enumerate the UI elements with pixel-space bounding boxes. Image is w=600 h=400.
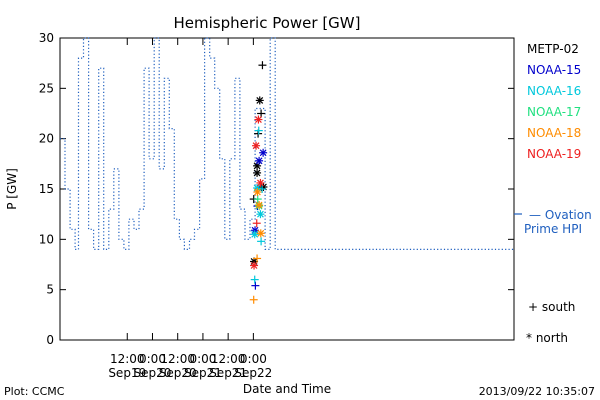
y-tick-label: 10 <box>39 232 54 246</box>
legend-entry-metp-02: METP-02 <box>527 42 579 56</box>
y-axis-label: P [GW] <box>5 168 19 210</box>
point-noaa-16-north <box>250 230 259 239</box>
x-tick-label-time: 0:00 <box>240 352 267 366</box>
point-noaa-16-south <box>258 185 267 193</box>
point-noaa-19-north <box>252 141 261 150</box>
point-noaa-16-south <box>257 237 266 246</box>
x-axis: 12:00Sep190:00Sep2012:00Sep200:00Sep2112… <box>108 38 272 380</box>
point-noaa-18-north <box>253 188 262 197</box>
point-noaa-16-north <box>256 210 265 219</box>
point-metp-02-south <box>257 109 266 118</box>
y-tick-label: 25 <box>39 81 54 95</box>
footer-timestamp: 2013/09/22 10:35:07 <box>479 385 595 398</box>
y-tick-label: 30 <box>39 31 54 45</box>
chart-title: Hemispheric Power [GW] <box>174 14 361 32</box>
x-tick-label-date: Sep20 <box>159 366 197 380</box>
plot-frame <box>59 37 515 341</box>
point-metp-02-north <box>255 96 264 105</box>
legend-entry-noaa-15: NOAA-15 <box>527 63 581 77</box>
point-noaa-15-north <box>259 148 268 157</box>
point-noaa-17-south <box>253 195 262 204</box>
x-tick-label-date: Sep20 <box>134 366 172 380</box>
ovation-legend-line2: Prime HPI <box>524 222 582 236</box>
point-noaa-16-south <box>250 275 259 284</box>
y-tick-label: 20 <box>39 132 54 146</box>
x-tick-label-date: Sep19 <box>108 366 146 380</box>
point-noaa-18-south <box>253 254 262 263</box>
point-noaa-18-north <box>255 201 264 210</box>
x-tick-label-time: 0:00 <box>189 352 216 366</box>
y-tick-label: 15 <box>39 182 54 196</box>
point-noaa-16-south <box>254 126 263 135</box>
x-tick-label-time: 12:00 <box>110 352 145 366</box>
legend: METP-02 NOAA-15 NOAA-16 NOAA-17 NOAA-18 NOAA-… <box>527 42 581 161</box>
x-tick-label-time: 12:00 <box>211 352 246 366</box>
ovation-legend-line1: — Ovation <box>529 208 592 222</box>
y-tick-label: 0 <box>46 333 54 347</box>
footer-plot-credit: Plot: CCMC <box>4 385 65 398</box>
point-noaa-18-north <box>256 229 265 238</box>
point-metp-02-south <box>258 61 267 70</box>
y-tick-label: 5 <box>46 283 54 297</box>
point-noaa-15-north <box>255 156 264 165</box>
x-tick-label-date: Sep22 <box>234 366 272 380</box>
legend-entry-noaa-19: NOAA-19 <box>527 147 581 161</box>
legend-entry-noaa-16: NOAA-16 <box>527 84 581 98</box>
y-axis: 0 5 10 15 20 25 30 <box>39 31 514 347</box>
point-noaa-18-south <box>249 295 258 304</box>
ovation-series-line <box>60 37 514 250</box>
point-noaa-15-south <box>251 281 260 290</box>
point-noaa-19-north <box>250 261 259 270</box>
x-axis-label: Date and Time <box>243 382 331 396</box>
point-noaa-19-north <box>256 178 265 187</box>
satellite-points <box>249 61 268 304</box>
point-metp-02-north <box>253 168 262 177</box>
south-marker-legend: + south <box>528 300 575 314</box>
x-tick-label-time: 12:00 <box>160 352 195 366</box>
point-noaa-19-south <box>252 219 261 228</box>
x-tick-label-date: Sep21 <box>184 366 222 380</box>
north-marker-legend: * north <box>526 331 568 345</box>
point-noaa-19-north <box>254 115 263 124</box>
legend-entry-noaa-18: NOAA-18 <box>527 126 581 140</box>
x-tick-label-time: 0:00 <box>139 352 166 366</box>
legend-entry-noaa-17: NOAA-17 <box>527 105 581 119</box>
x-tick-label-date: Sep21 <box>209 366 247 380</box>
